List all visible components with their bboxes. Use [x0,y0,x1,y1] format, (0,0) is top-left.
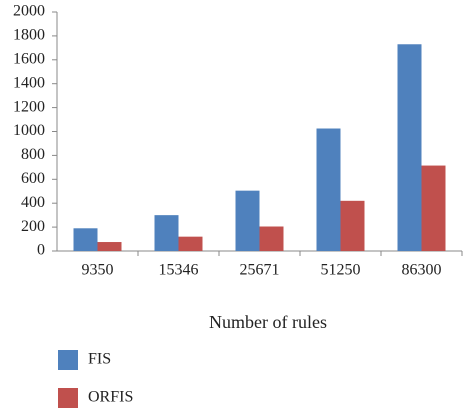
y-tick-label: 0 [37,242,45,259]
y-tick-label: 1600 [13,50,45,67]
bar [178,236,203,251]
legend-swatch [58,388,78,408]
bar [235,190,260,251]
x-tick-label: 15346 [159,262,199,279]
legend-swatch [58,350,78,370]
x-tick-label: 9350 [82,262,114,279]
y-tick-label: 600 [21,170,45,187]
bar [316,128,341,251]
y-tick-label: 800 [21,146,45,163]
y-tick-label: 1000 [13,122,45,139]
x-tick-label: 86300 [402,262,442,279]
legend-label: FIS [88,351,111,368]
bar [421,165,446,251]
legend-label: ORFIS [88,389,133,406]
x-tick-label: 25671 [240,262,280,279]
bar [397,44,422,251]
bar [97,242,122,251]
bar [259,226,284,251]
x-tick-label: 51250 [321,262,361,279]
bar [154,215,179,251]
x-axis-label: Number of rules [209,312,327,332]
y-tick-label: 1800 [13,27,45,44]
y-tick-label: 1200 [13,98,45,115]
bar [73,228,98,251]
y-tick-label: 1400 [13,74,45,91]
y-tick-label: 2000 [13,3,45,20]
y-tick-label: 200 [21,218,45,235]
y-tick-label: 400 [21,194,45,211]
bar [340,200,365,251]
